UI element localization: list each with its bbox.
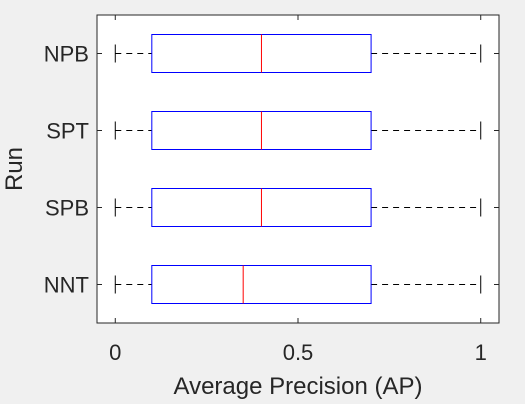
- y-tick-label-spt: SPT: [46, 119, 89, 144]
- y-tick-label-spb: SPB: [45, 196, 89, 221]
- y-tick-label-nnt: NNT: [44, 273, 89, 298]
- y-tick-label-npb: NPB: [44, 42, 89, 67]
- box-group-npb: [114, 34, 482, 73]
- x-tick-label-2: 1: [475, 340, 487, 365]
- box-nnt: [151, 265, 372, 304]
- box-group-spt: [114, 111, 482, 150]
- box-group-spb: [114, 188, 482, 227]
- x-axis-label: Average Precision (AP): [174, 373, 423, 400]
- x-tick-label-0: 0: [109, 340, 121, 365]
- y-axis-label: Run: [1, 147, 28, 191]
- x-tick-label-1: 0.5: [283, 340, 314, 365]
- box-group-nnt: [114, 265, 482, 304]
- plot-area: [97, 15, 499, 323]
